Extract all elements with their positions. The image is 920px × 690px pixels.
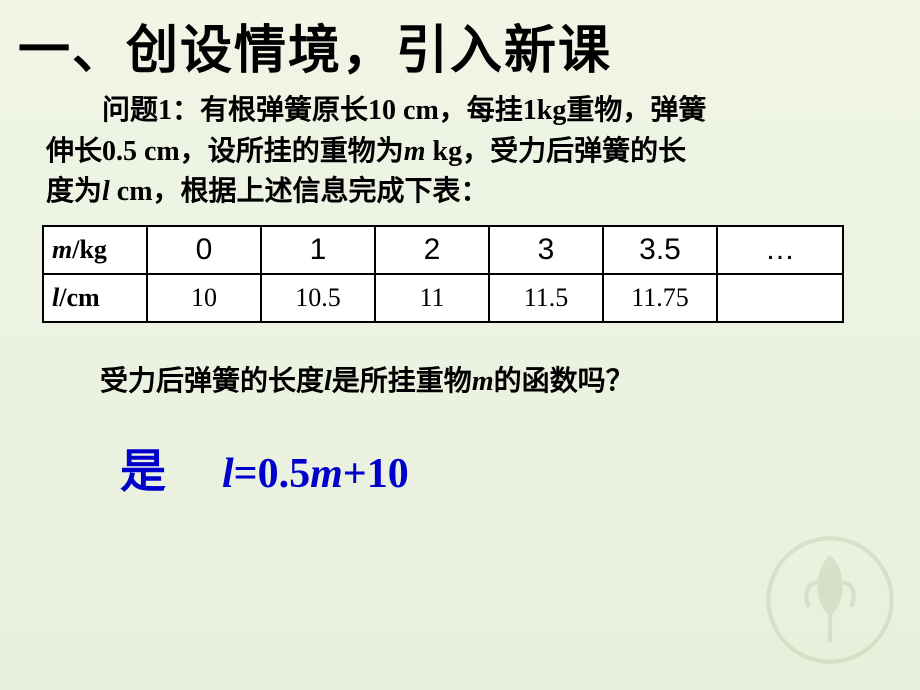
- cell: [717, 274, 843, 322]
- q-part-a: 受力后弹簧的长度: [100, 366, 324, 397]
- cell: …: [717, 226, 843, 274]
- row-header-m: m/kg: [43, 226, 147, 274]
- header-unit-kg: /kg: [72, 235, 107, 264]
- cell: 0: [147, 226, 261, 274]
- problem-text-1: 问题1：有根弹簧原长10 cm，每挂1kg重物，弹簧: [102, 95, 706, 126]
- formula-k: 0.5: [258, 451, 311, 497]
- cell: 3.5: [603, 226, 717, 274]
- q-part-c: 的函数吗？: [494, 366, 634, 397]
- q-var-m: m: [472, 366, 494, 397]
- section-title: 一、创设情境，引入新课: [0, 0, 920, 83]
- var-m: m: [404, 136, 426, 167]
- problem-text-2a: 伸长0.5 cm，设所挂的重物为: [46, 136, 404, 167]
- data-table: m/kg 0 1 2 3 3.5 … l/cm 10 10.5 11 11.5 …: [42, 225, 844, 323]
- answer-yes: 是: [120, 435, 166, 501]
- watermark-logo: [760, 530, 900, 670]
- answer-row: 是 l=0.5m+10: [0, 399, 920, 501]
- q-var-l: l: [324, 366, 332, 397]
- problem-text-3b: cm，根据上述信息完成下表：: [110, 176, 489, 207]
- cell: 11: [375, 274, 489, 322]
- answer-formula: l=0.5m+10: [222, 450, 409, 498]
- formula-l: l: [222, 451, 234, 497]
- cell: 2: [375, 226, 489, 274]
- problem-statement: 问题1：有根弹簧原长10 cm，每挂1kg重物，弹簧 伸长0.5 cm，设所挂的…: [0, 83, 920, 213]
- cell: 1: [261, 226, 375, 274]
- cell: 11.5: [489, 274, 603, 322]
- problem-text-2b: kg，受力后弹簧的长: [426, 136, 687, 167]
- cell: 11.75: [603, 274, 717, 322]
- table-row: m/kg 0 1 2 3 3.5 …: [43, 226, 843, 274]
- q-part-b: 是所挂重物: [332, 366, 472, 397]
- header-unit-cm: /cm: [59, 283, 99, 312]
- formula-eq: =: [234, 451, 258, 497]
- formula-m: m: [310, 451, 343, 497]
- table-row: l/cm 10 10.5 11 11.5 11.75: [43, 274, 843, 322]
- question-text: 受力后弹簧的长度l是所挂重物m的函数吗？: [0, 323, 920, 399]
- header-var-m: m: [52, 235, 72, 264]
- cell: 3: [489, 226, 603, 274]
- row-header-l: l/cm: [43, 274, 147, 322]
- cell: 10.5: [261, 274, 375, 322]
- formula-b: 10: [367, 451, 409, 497]
- var-l: l: [102, 176, 110, 207]
- cell: 10: [147, 274, 261, 322]
- formula-plus: +: [343, 451, 367, 497]
- problem-text-3a: 度为: [46, 176, 102, 207]
